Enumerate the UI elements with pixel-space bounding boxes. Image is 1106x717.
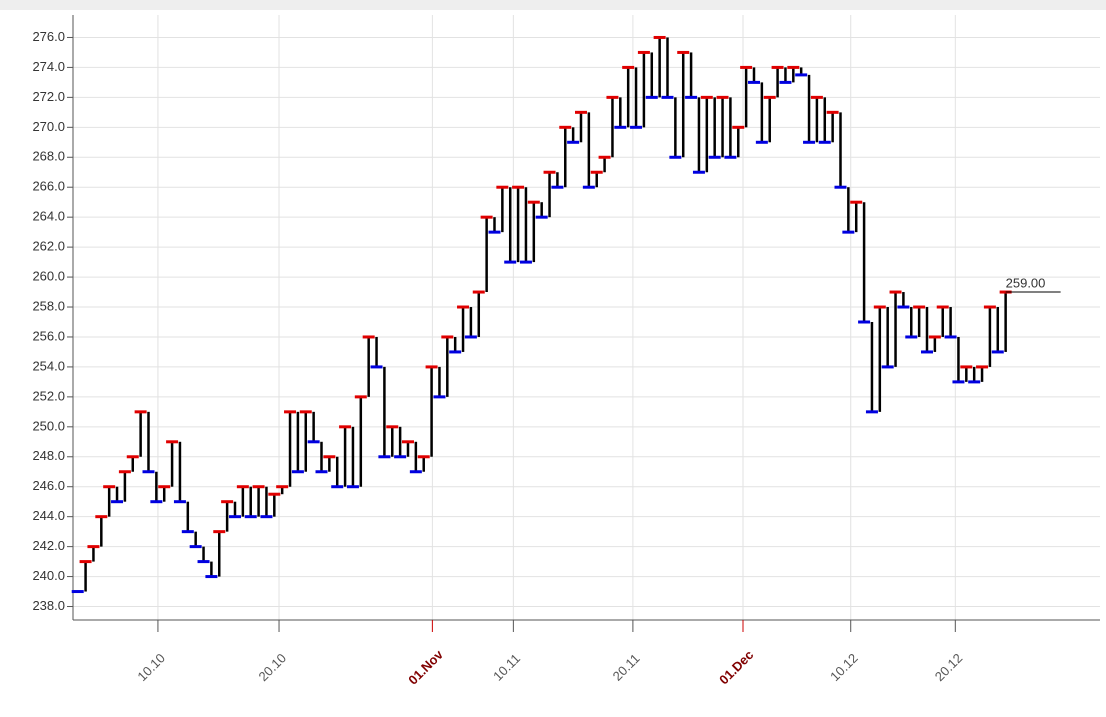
y-tick-label: 272.0 xyxy=(32,89,65,104)
x-tick-label: 01.Nov xyxy=(405,646,446,687)
y-tick-label: 252.0 xyxy=(32,388,65,403)
y-tick-label: 240.0 xyxy=(32,568,65,583)
y-tick-label: 264.0 xyxy=(32,209,65,224)
y-tick-label: 258.0 xyxy=(32,298,65,313)
x-tick-label: 01.Dec xyxy=(716,647,756,687)
y-tick-label: 268.0 xyxy=(32,149,65,164)
last-value-label: 259.00 xyxy=(1006,275,1046,290)
y-tick-label: 276.0 xyxy=(32,29,65,44)
y-tick-label: 262.0 xyxy=(32,239,65,254)
y-tick-label: 246.0 xyxy=(32,478,65,493)
y-tick-label: 244.0 xyxy=(32,508,65,523)
y-tick-label: 266.0 xyxy=(32,179,65,194)
y-tick-label: 270.0 xyxy=(32,119,65,134)
x-tick-label: 10.12 xyxy=(827,650,861,684)
x-tick-label: 20.11 xyxy=(610,651,643,684)
y-tick-label: 242.0 xyxy=(32,538,65,553)
y-tick-label: 250.0 xyxy=(32,418,65,433)
x-tick-label: 10.11 xyxy=(490,651,523,684)
y-tick-label: 260.0 xyxy=(32,269,65,284)
y-tick-label: 248.0 xyxy=(32,448,65,463)
y-tick-label: 274.0 xyxy=(32,59,65,74)
y-tick-label: 238.0 xyxy=(32,598,65,613)
grid xyxy=(73,15,1100,620)
y-tick-label: 256.0 xyxy=(32,328,65,343)
x-tick-label: 20.10 xyxy=(255,650,289,684)
y-tick-label: 254.0 xyxy=(32,358,65,373)
x-tick-label: 10.10 xyxy=(134,650,168,684)
top-bar xyxy=(0,0,1106,10)
x-tick-label: 20.12 xyxy=(932,650,966,684)
